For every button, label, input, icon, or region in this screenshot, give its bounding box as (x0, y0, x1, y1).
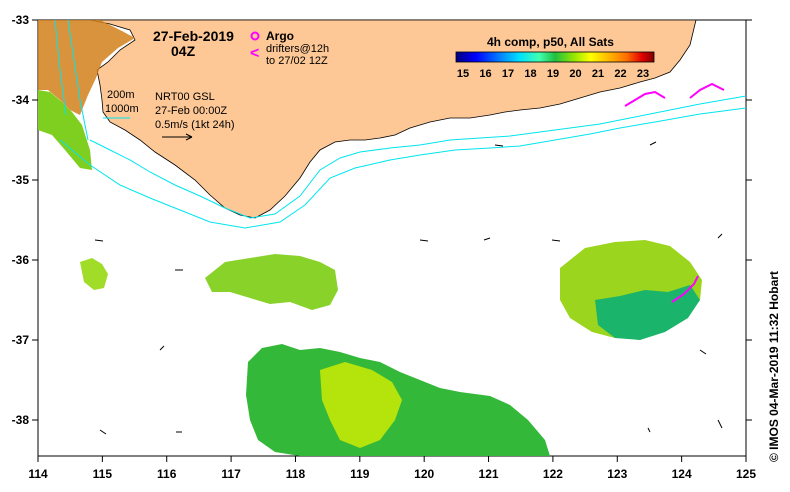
x-axis: 114 115 116 117 118 119 120 121 122 123 124 125 (28, 456, 756, 481)
map-time: 04Z (171, 43, 196, 59)
sst-patch-west (80, 258, 108, 290)
y-tick-label: -33 (12, 13, 30, 27)
drifters-label: drifters@12h (266, 43, 329, 55)
colorbar-tick-label: 21 (592, 68, 604, 80)
map-date: 27-Feb-2019 (153, 28, 234, 44)
drifter-tracks (624, 82, 725, 303)
colorbar-tick-label: 20 (569, 68, 581, 80)
colorbar-tick-label: 23 (637, 68, 649, 80)
info-line1: NRT00 GSL (155, 91, 215, 103)
y-tick-label: -37 (12, 333, 30, 347)
drifters-sub: to 27/02 12Z (266, 55, 328, 67)
colorbar-tick-label: 22 (614, 68, 626, 80)
y-tick-label: -35 (12, 173, 30, 187)
colorbar-ticks: 15 16 17 18 19 20 21 22 23 (457, 68, 649, 80)
contour-200-label: 200m (107, 89, 135, 101)
coastal-sst-west (38, 20, 135, 115)
colorbar-tick-label: 19 (547, 68, 559, 80)
x-tick-label: 114 (28, 467, 48, 481)
x-tick-label: 119 (350, 467, 370, 481)
x-tick-label: 120 (414, 467, 434, 481)
colorbar-tick-label: 16 (479, 68, 491, 80)
argo-icon (250, 31, 260, 41)
x-tick-label: 124 (672, 467, 692, 481)
y-tick-label: -34 (12, 93, 30, 107)
info-line2: 27-Feb 00:00Z (155, 105, 227, 117)
colorbar-tick-label: 17 (502, 68, 514, 80)
contour-1000m (59, 107, 747, 229)
x-tick-label: 123 (607, 467, 627, 481)
colorbar (455, 51, 655, 63)
current-vectors (94, 141, 723, 435)
colorbar-tick-label: 18 (524, 68, 536, 80)
drifter-arrow-icon: < (250, 45, 259, 62)
y-tick-label: -36 (12, 253, 30, 267)
y-axis: -33 -34 -35 -36 -37 -38 (12, 13, 752, 427)
sst-patch-south-yellow (320, 362, 402, 448)
sst-patch-east-teal (595, 285, 700, 340)
credit-text: © IMOS 04-Mar-2019 11:32 Hobart (767, 271, 781, 462)
land-mass (38, 19, 697, 219)
x-tick-label: 125 (736, 467, 756, 481)
contour-1000-label: 1000m (105, 103, 139, 115)
sst-patch-central (205, 254, 338, 310)
x-tick-label: 118 (286, 467, 306, 481)
info-line3: 0.5m/s (1kt 24h) (155, 119, 234, 131)
x-tick-label: 117 (221, 467, 241, 481)
colorbar-title: 4h comp, p50, All Sats (487, 35, 614, 49)
x-tick-label: 122 (543, 467, 563, 481)
contour-200m (89, 95, 747, 219)
x-tick-label: 115 (93, 467, 113, 481)
coastal-sst-green (38, 90, 92, 170)
argo-label: Argo (266, 29, 294, 43)
x-tick-label: 116 (157, 467, 177, 481)
scale-arrow-head (185, 133, 193, 141)
x-tick-label: 121 (479, 467, 499, 481)
colorbar-tick-label: 15 (457, 68, 469, 80)
y-tick-label: -38 (12, 413, 30, 427)
contour-western (54, 19, 89, 141)
